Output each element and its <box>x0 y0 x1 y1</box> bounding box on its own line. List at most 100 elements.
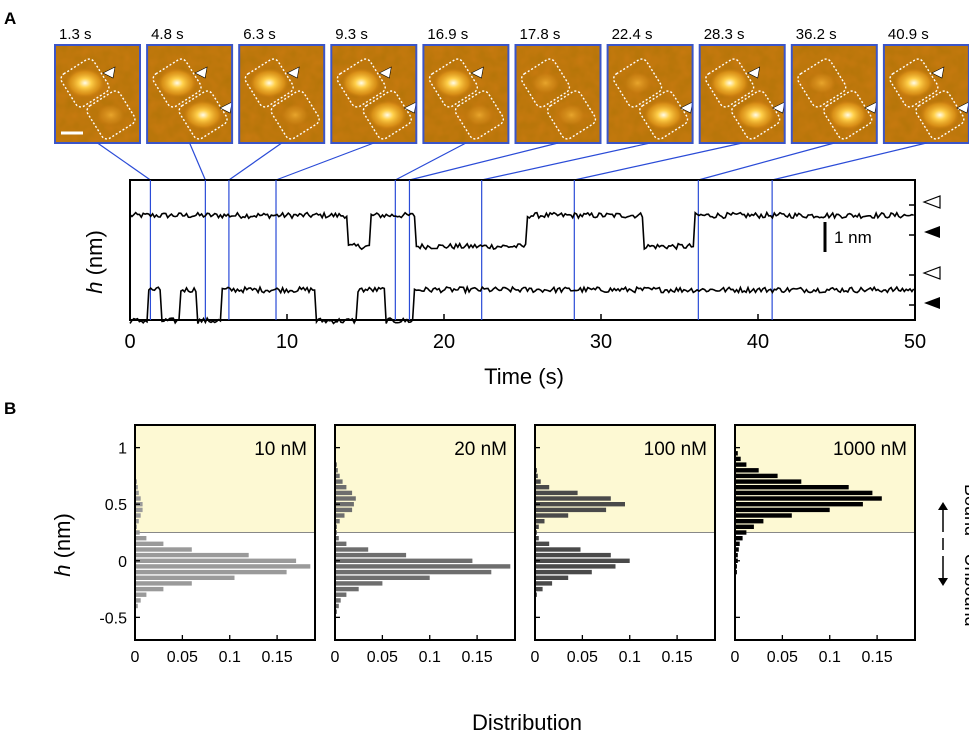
afm-frames: 1.3 s 4.8 s 6.3 s 9.3 s 16.9 s 17.8 s 22.4 s 28… <box>54 26 969 144</box>
histogram-bar <box>135 552 249 558</box>
frame-time-label: 1.3 s <box>59 26 92 43</box>
histogram-bar <box>535 569 592 575</box>
histogram-bar <box>535 541 550 546</box>
histogram-panel: 100 nM 0 0.05 0.1 0.15 <box>531 424 716 666</box>
histogram-bar <box>735 462 747 467</box>
histogram-bar <box>535 552 611 558</box>
histogram-bar <box>535 513 569 518</box>
histogram-bar <box>135 581 192 586</box>
lower-molecule-spot <box>827 100 868 130</box>
scale-bar-label: 1 nm <box>834 228 872 247</box>
upper-molecule-outline <box>428 58 479 108</box>
lower-molecule-spot <box>97 104 125 126</box>
trace-x-tick-label: 30 <box>590 331 612 353</box>
histogram-bar <box>335 519 340 524</box>
upper-molecule-spot <box>65 68 105 98</box>
upper-unbound-filled-marker <box>924 226 940 238</box>
histogram-bar <box>535 490 578 496</box>
histogram-bar <box>735 473 778 479</box>
frame-link-line <box>698 142 835 181</box>
afm-frame: 4.8 s <box>146 26 234 144</box>
histogram-bar <box>135 592 147 597</box>
hist-y-axis-label: h (nm) <box>50 513 75 577</box>
histogram-bar <box>535 485 550 490</box>
histogram-bar <box>735 490 873 496</box>
trace-plot-frame <box>129 179 916 321</box>
hist-x-tick-label: 0 <box>531 649 540 666</box>
histogram-panel: 10 nM 0 0.05 0.1 0.15 -0.5 0 0.5 1 <box>99 424 316 666</box>
afm-frame: 16.9 s <box>422 26 510 144</box>
frame-time-label: 22.4 s <box>612 26 653 43</box>
bound-region <box>335 425 515 533</box>
upper-molecule-spot <box>623 72 652 94</box>
panel-a-label: A <box>4 9 16 28</box>
frame-link-line <box>189 142 206 181</box>
frame-link-line <box>409 142 559 181</box>
upper-molecule-spot <box>807 72 836 94</box>
histogram-bar <box>335 552 407 558</box>
hist-x-tick-label: 0.1 <box>619 649 641 666</box>
binding-arrowhead-marker <box>194 66 208 79</box>
lower-molecule-outline <box>86 90 136 140</box>
unbound-label: Unbound <box>961 553 969 626</box>
lower-unbound-filled-marker <box>924 297 940 309</box>
hist-ylabel-unit: (nm) <box>50 513 75 564</box>
hist-x-tick-label: 0.15 <box>462 649 493 666</box>
histogram-bar <box>335 502 354 507</box>
lower-molecule-outline <box>731 90 781 140</box>
histogram-bar <box>335 479 343 484</box>
unbound-arrowhead <box>938 578 948 586</box>
histogram-bar <box>535 496 611 501</box>
hist-x-tick-label: 0 <box>731 649 740 666</box>
binding-arrowhead-marker <box>378 66 392 79</box>
binding-arrowhead-marker <box>747 66 761 79</box>
histogram-bar <box>535 473 538 479</box>
histogram-bar <box>135 558 297 563</box>
hist-y-tick-label: 0 <box>118 554 127 571</box>
lower-molecule-outline <box>454 90 505 140</box>
lower-molecule-spot <box>281 104 310 126</box>
histogram-bar <box>335 496 356 501</box>
concentration-label: 20 nM <box>454 439 507 460</box>
histogram-panel: 1000 nM 0 0.05 0.1 0.15 <box>731 424 916 666</box>
hist-x-tick-label: 0.15 <box>662 649 693 666</box>
trace-ylabel-h: h <box>82 282 107 294</box>
trace-x-ticks: 0 10 20 30 40 50 <box>124 204 926 353</box>
frame-link-line <box>395 142 467 181</box>
histogram-bar <box>335 586 359 592</box>
lower-molecule-outline <box>178 90 228 140</box>
histogram-bar <box>135 575 235 580</box>
histogram-bar <box>135 603 138 609</box>
histogram-bar <box>735 496 882 501</box>
upper-molecule-outline <box>705 58 755 108</box>
histogram-bar <box>735 513 792 518</box>
upper-bound-open-marker <box>922 195 941 209</box>
histogram-frame <box>134 424 316 641</box>
lower-bound-open-marker <box>922 266 941 280</box>
lower-molecule-spot <box>643 100 684 130</box>
histogram-bar <box>335 575 430 580</box>
concentration-label: 10 nM <box>254 439 307 460</box>
lower-molecule-outline <box>546 90 597 140</box>
frame-link-line <box>574 142 743 181</box>
binding-arrowhead-marker <box>931 66 945 79</box>
height-trace-plot: 0 10 20 30 40 50 h (nm) Time (s) 1 nm <box>82 179 941 389</box>
upper-molecule-spot <box>709 68 750 98</box>
afm-frame: 17.8 s <box>514 26 602 144</box>
trace-content <box>129 180 915 325</box>
upper-molecule-outline <box>612 58 663 108</box>
hist-x-tick-label: 0.15 <box>862 649 893 666</box>
histogram-bar <box>735 536 743 541</box>
concentration-label: 100 nM <box>644 439 707 460</box>
lower-molecule-outline <box>915 90 965 140</box>
frame-link-line <box>97 142 151 181</box>
lower-molecule-spot <box>735 100 776 130</box>
frame-time-label: 6.3 s <box>243 26 276 43</box>
histogram-bar <box>535 586 543 592</box>
histogram-bar <box>735 541 740 546</box>
hist-ylabel-h: h <box>50 565 75 577</box>
afm-frame: 28.3 s <box>698 26 786 144</box>
hist-x-tick-label: 0 <box>331 649 340 666</box>
histogram-bar <box>535 479 541 484</box>
